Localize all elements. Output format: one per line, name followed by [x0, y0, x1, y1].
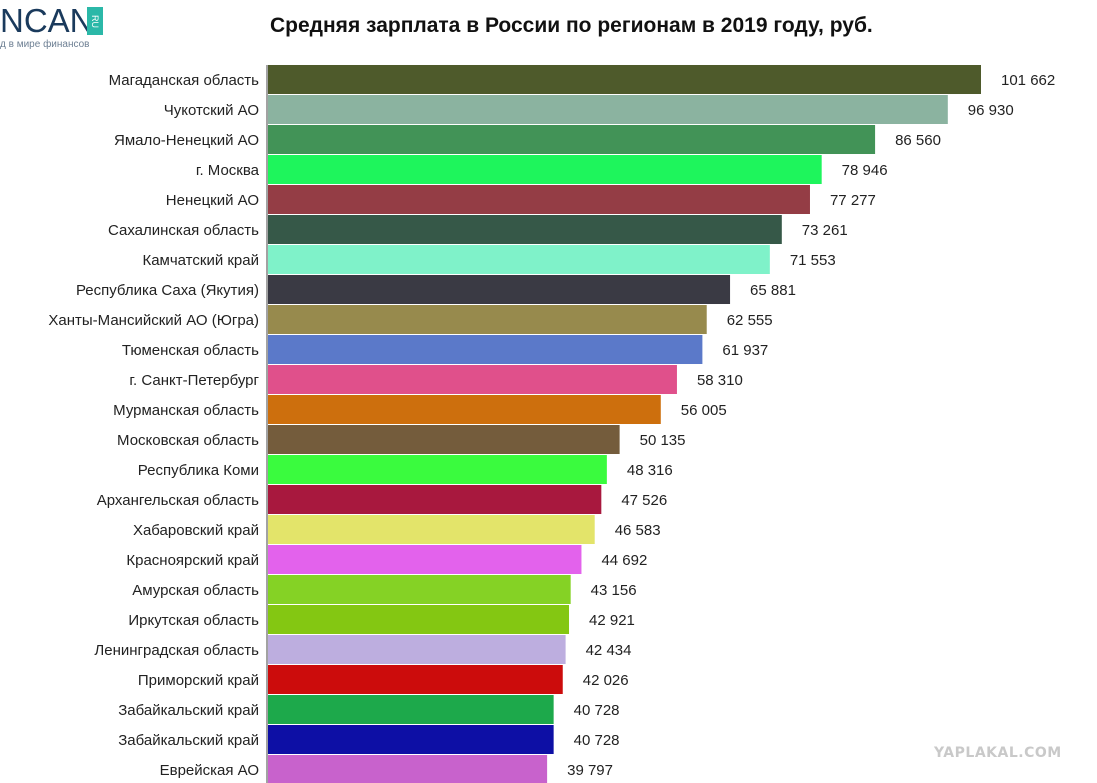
- watermark: YAPLAKAL.COM: [934, 745, 1062, 761]
- value-label: 58 310: [697, 372, 743, 389]
- value-label: 56 005: [681, 402, 727, 419]
- category-label: г. Санкт-Петербург: [129, 372, 259, 389]
- chart-title: Средняя зарплата в России по регионам в …: [270, 14, 873, 37]
- bar: [268, 335, 703, 364]
- logo-ru-badge: RU: [87, 7, 103, 35]
- value-label: 42 026: [583, 672, 629, 689]
- value-label: 43 156: [591, 582, 637, 599]
- value-label: 40 728: [574, 732, 620, 749]
- value-label: 101 662: [1001, 72, 1055, 89]
- value-label: 50 135: [640, 432, 686, 449]
- category-label: Приморский край: [138, 672, 259, 689]
- bar: [268, 185, 810, 214]
- category-label: Камчатский край: [142, 252, 259, 269]
- bar: [268, 665, 563, 694]
- bar: [268, 515, 595, 544]
- category-label: Республика Коми: [138, 462, 259, 479]
- bar: [268, 245, 770, 274]
- category-label: Ненецкий АО: [166, 192, 259, 209]
- logo-wordmark: NCAN: [0, 2, 94, 39]
- value-label: 48 316: [627, 462, 673, 479]
- bar: [268, 395, 661, 424]
- bar: [268, 155, 822, 184]
- value-label: 39 797: [567, 762, 613, 779]
- category-label: Чукотский АО: [164, 102, 259, 119]
- bar: [268, 545, 582, 574]
- value-label: 78 946: [842, 162, 888, 179]
- category-label: Еврейская АО: [160, 762, 259, 779]
- category-label: Магаданская область: [109, 72, 260, 89]
- value-label: 44 692: [601, 552, 647, 569]
- category-label: Хабаровский край: [133, 522, 259, 539]
- category-label: Красноярский край: [126, 552, 259, 569]
- category-label: Ханты-Мансийский АО (Югра): [48, 312, 259, 329]
- value-label: 71 553: [790, 252, 836, 269]
- category-label: Иркутская область: [128, 612, 259, 629]
- value-label: 42 434: [586, 642, 632, 659]
- logo-tagline: д в мире финансов: [0, 39, 90, 50]
- category-label: Московская область: [117, 432, 259, 449]
- logo: NCAN RU д в мире финансов: [0, 2, 103, 50]
- value-label: 77 277: [830, 192, 876, 209]
- category-label: Сахалинская область: [108, 222, 259, 239]
- value-label: 65 881: [750, 282, 796, 299]
- category-label: Забайкальский край: [118, 702, 259, 719]
- bar: [268, 65, 981, 94]
- value-label: 42 921: [589, 612, 635, 629]
- bar: [268, 455, 607, 484]
- category-label: Ямало-Ненецкий АО: [114, 132, 259, 149]
- bar: [268, 695, 554, 724]
- bar: [268, 725, 554, 754]
- bar: [268, 365, 677, 394]
- bar: [268, 755, 548, 783]
- category-label: г. Москва: [196, 162, 260, 179]
- bar: [268, 485, 602, 514]
- bar: [268, 605, 570, 634]
- value-label: 46 583: [615, 522, 661, 539]
- value-label: 61 937: [722, 342, 768, 359]
- category-label: Амурская область: [132, 582, 259, 599]
- category-label: Архангельская область: [97, 492, 259, 509]
- value-label: 47 526: [621, 492, 667, 509]
- category-label: Мурманская область: [113, 402, 259, 419]
- bar: [268, 635, 566, 664]
- bar: [268, 575, 571, 604]
- value-label: 86 560: [895, 132, 941, 149]
- bar: [268, 125, 876, 154]
- category-label: Республика Саха (Якутия): [76, 282, 259, 299]
- bar: [268, 95, 948, 124]
- value-label: 96 930: [968, 102, 1014, 119]
- bar: [268, 425, 620, 454]
- value-label: 73 261: [802, 222, 848, 239]
- value-label: 62 555: [727, 312, 773, 329]
- bar: [268, 305, 707, 334]
- category-label: Забайкальский край: [118, 732, 259, 749]
- category-label: Тюменская область: [122, 342, 259, 359]
- bar: [268, 275, 731, 304]
- bar: [268, 215, 782, 244]
- value-label: 40 728: [574, 702, 620, 719]
- category-label: Ленинградская область: [94, 642, 259, 659]
